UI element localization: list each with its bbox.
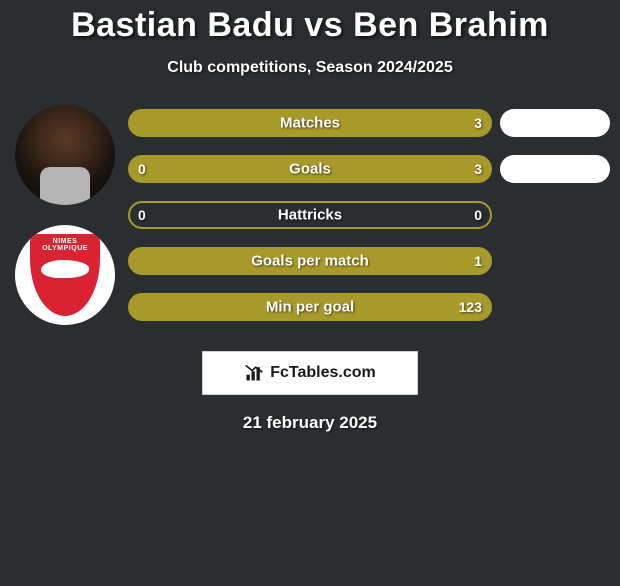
stat-value-right: 3 xyxy=(474,115,482,131)
stat-label: Goals xyxy=(289,161,331,178)
crest-line2: OLYMPIQUE xyxy=(42,245,88,252)
stat-value-left: 0 xyxy=(138,161,146,177)
brand-box[interactable]: FcTables.com xyxy=(202,351,418,395)
stat-label: Hattricks xyxy=(278,207,342,224)
comparison-content: NIMES OLYMPIQUE Matches 3 Goals 0 3 Hattricks… xyxy=(0,105,620,325)
stat-label: Goals per match xyxy=(251,253,369,270)
side-pill xyxy=(500,155,610,183)
bar-chart-icon xyxy=(244,363,264,383)
page-title: Bastian Badu vs Ben Brahim xyxy=(0,6,620,45)
stat-label: Matches xyxy=(280,115,340,132)
stat-value-right: 0 xyxy=(474,207,482,223)
stat-row: Hattricks 0 0 xyxy=(128,201,492,229)
stat-bars: Matches 3 Goals 0 3 Hattricks 0 0 Goals per matc… xyxy=(128,109,492,321)
page-subtitle: Club competitions, Season 2024/2025 xyxy=(0,59,620,77)
crest-line1: NIMES xyxy=(53,238,78,245)
stat-value-left: 0 xyxy=(138,207,146,223)
player1-avatar xyxy=(15,105,115,205)
pill-spacer xyxy=(500,201,610,229)
stat-label: Min per goal xyxy=(266,299,354,316)
stat-row: Goals 0 3 xyxy=(128,155,492,183)
side-pill xyxy=(500,109,610,137)
stat-row: Matches 3 xyxy=(128,109,492,137)
date-label: 21 february 2025 xyxy=(0,413,620,433)
stat-value-right: 123 xyxy=(459,299,482,315)
stat-row: Goals per match 1 xyxy=(128,247,492,275)
stat-value-right: 3 xyxy=(474,161,482,177)
crest-croc-icon xyxy=(41,260,89,278)
stat-row: Min per goal 123 xyxy=(128,293,492,321)
player2-crest: NIMES OLYMPIQUE xyxy=(15,225,115,325)
avatars-column: NIMES OLYMPIQUE xyxy=(10,105,120,325)
pill-spacer xyxy=(500,293,610,321)
stat-value-right: 1 xyxy=(474,253,482,269)
side-pills xyxy=(500,109,610,321)
pill-spacer xyxy=(500,247,610,275)
crest-shield: NIMES OLYMPIQUE xyxy=(30,234,100,316)
brand-text: FcTables.com xyxy=(270,364,376,382)
